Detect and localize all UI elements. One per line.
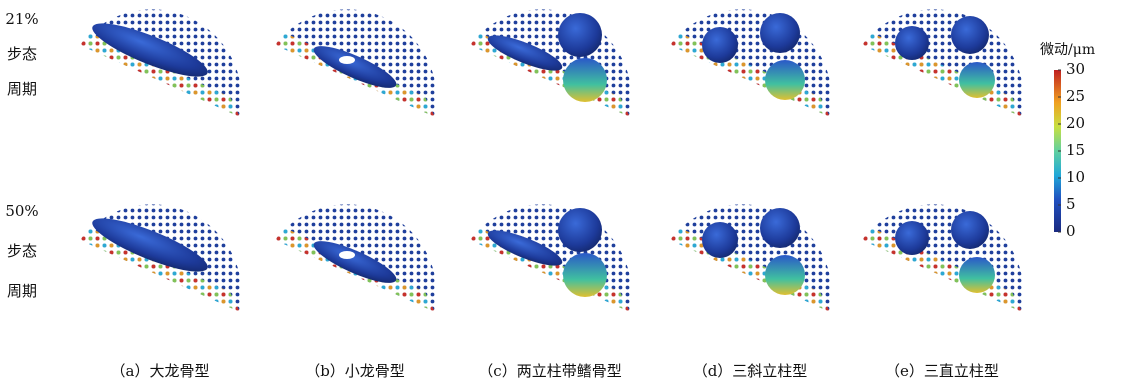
implant — [702, 222, 738, 258]
colorbar-tick-label: 15 — [1066, 141, 1085, 159]
caption: （b）小龙骨型 — [305, 362, 405, 380]
implant — [951, 211, 989, 249]
implant — [895, 26, 929, 60]
simulation-panel — [80, 204, 242, 312]
simulation-panel — [80, 9, 242, 117]
implant — [558, 208, 602, 252]
row-labels: 21% 步态 周期 50% 步态 周期 — [5, 10, 38, 300]
hole — [339, 56, 355, 64]
colorbar-tick-label: 20 — [1066, 114, 1085, 132]
simulation-panel — [275, 9, 437, 117]
simulation-panel — [275, 204, 437, 312]
implant — [765, 60, 805, 100]
implant — [558, 13, 602, 57]
row-label: 周期 — [7, 282, 37, 300]
simulation-panel — [862, 204, 1024, 312]
colorbar-tick-label: 30 — [1066, 60, 1085, 78]
hole — [339, 251, 355, 259]
implant — [760, 13, 800, 53]
colorbar-tick-label: 5 — [1066, 195, 1076, 213]
simulation-panel — [470, 204, 632, 312]
caption: （c）两立柱带鳍骨型 — [478, 362, 621, 380]
row-percent: 21% — [5, 10, 38, 28]
figure: 21% 步态 周期 50% 步态 周期 微动/μm （a）大龙骨型 （b）小龙骨型… — [0, 0, 1133, 384]
implant — [959, 257, 995, 293]
implant — [563, 253, 607, 297]
colorbar-tick-label: 10 — [1066, 168, 1085, 186]
implant — [765, 255, 805, 295]
colorbar-title: 微动/μm — [1040, 42, 1095, 58]
simulation-panel — [670, 9, 832, 117]
implant — [702, 27, 738, 63]
caption: （a）大龙骨型 — [111, 362, 210, 380]
implant — [951, 16, 989, 54]
colorbar-tick-label: 25 — [1066, 87, 1085, 105]
row-percent: 50% — [5, 202, 38, 220]
caption: （e）三直立柱型 — [885, 362, 999, 380]
row-label: 步态 — [7, 45, 37, 63]
colorbar-tick-label: 0 — [1066, 222, 1076, 240]
row-label: 周期 — [7, 80, 37, 98]
implant — [563, 58, 607, 102]
simulation-panel — [670, 204, 832, 312]
implant — [895, 221, 929, 255]
implant — [959, 62, 995, 98]
implant — [760, 208, 800, 248]
row-label: 步态 — [7, 242, 37, 260]
caption: （d）三斜立柱型 — [693, 362, 808, 380]
simulation-panel — [470, 9, 632, 117]
simulation-panel — [862, 9, 1024, 117]
